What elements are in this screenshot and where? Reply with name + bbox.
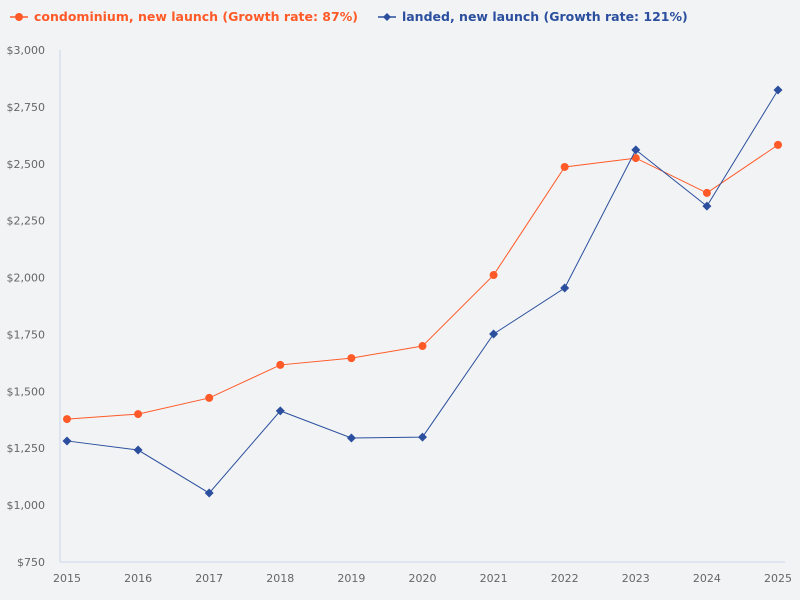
x-tick-label: 2016 bbox=[124, 572, 152, 585]
x-tick-label: 2019 bbox=[337, 572, 365, 585]
data-point bbox=[631, 145, 641, 155]
data-point bbox=[346, 433, 356, 443]
data-point bbox=[347, 354, 356, 363]
data-point bbox=[702, 188, 711, 197]
y-tick-label: $750 bbox=[17, 556, 45, 569]
data-point bbox=[631, 154, 640, 163]
y-tick-label: $1,500 bbox=[7, 385, 46, 398]
x-tick-label: 2023 bbox=[622, 572, 650, 585]
x-tick-label: 2025 bbox=[764, 572, 792, 585]
y-tick-label: $1,000 bbox=[7, 499, 46, 512]
data-point bbox=[63, 415, 71, 424]
data-point bbox=[205, 393, 214, 402]
data-point bbox=[62, 436, 72, 446]
data-point bbox=[489, 329, 499, 339]
x-tick-label: 2024 bbox=[693, 572, 721, 585]
y-tick-label: $2,000 bbox=[7, 272, 46, 285]
data-point bbox=[560, 162, 569, 171]
x-tick-label: 2015 bbox=[53, 572, 81, 585]
legend: condominium, new launch (Growth rate: 87… bbox=[10, 9, 688, 24]
diamond-marker-icon bbox=[377, 12, 396, 21]
data-point bbox=[418, 432, 427, 442]
data-point bbox=[774, 140, 782, 149]
circle-marker-icon bbox=[10, 12, 28, 21]
data-point bbox=[133, 445, 143, 455]
y-tick-label: $3,000 bbox=[7, 44, 46, 57]
x-tick-label: 2017 bbox=[195, 572, 223, 585]
x-tick-label: 2022 bbox=[551, 572, 579, 585]
y-tick-label: $1,250 bbox=[7, 442, 46, 455]
x-tick-label: 2021 bbox=[480, 572, 508, 585]
data-point bbox=[773, 85, 783, 95]
legend-label: landed, new launch (Growth rate: 121%) bbox=[401, 9, 688, 24]
x-tick-label: 2020 bbox=[409, 572, 437, 585]
data-point bbox=[276, 360, 285, 369]
data-point bbox=[204, 488, 214, 498]
y-tick-label: $2,750 bbox=[7, 101, 46, 114]
data-point bbox=[489, 271, 498, 280]
data-point bbox=[418, 342, 427, 351]
data-point bbox=[134, 410, 143, 419]
series-line-0 bbox=[66, 144, 779, 420]
legend-item-condominium[interactable]: condominium, new launch (Growth rate: 87… bbox=[10, 9, 358, 24]
legend-label: condominium, new launch (Growth rate: 87… bbox=[34, 9, 358, 24]
x-tick-label: 2018 bbox=[266, 572, 294, 585]
legend-item-landed[interactable]: landed, new launch (Growth rate: 121%) bbox=[377, 9, 688, 24]
data-point bbox=[702, 201, 712, 211]
y-tick-label: $2,250 bbox=[7, 215, 46, 228]
data-point bbox=[560, 283, 570, 293]
y-tick-label: $2,500 bbox=[7, 158, 46, 171]
data-point bbox=[275, 406, 285, 416]
y-tick-label: $1,750 bbox=[7, 328, 46, 341]
